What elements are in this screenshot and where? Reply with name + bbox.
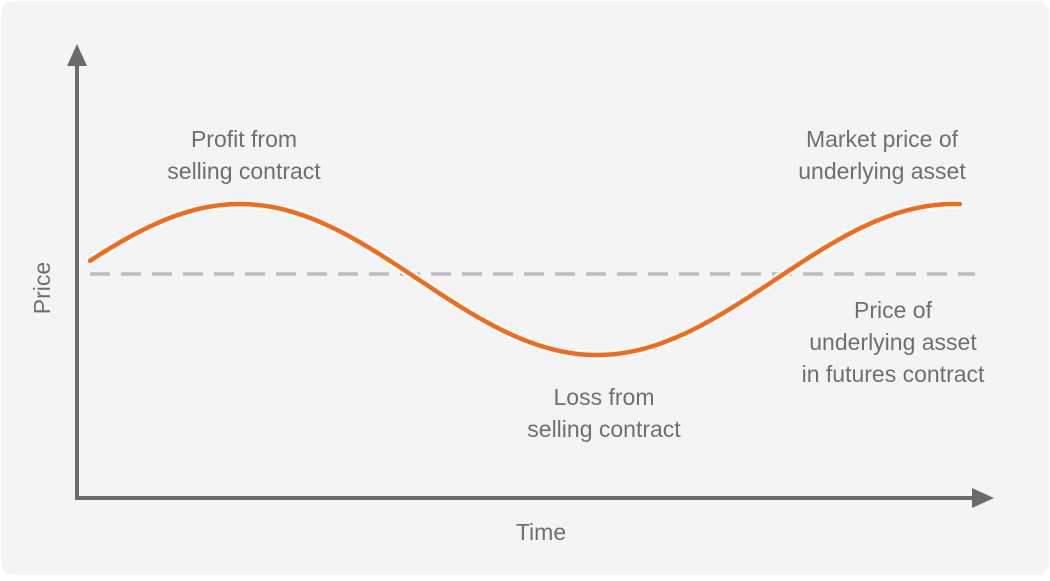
annotation: Market price of xyxy=(806,126,959,152)
y-axis-arrow xyxy=(67,44,87,66)
y-axis-label: Price xyxy=(29,262,55,314)
annotation: underlying asset xyxy=(798,158,966,184)
x-axis-label: Time xyxy=(516,519,566,545)
market-price-curve xyxy=(87,201,963,358)
annotation: underlying asset xyxy=(809,329,977,355)
x-axis-arrow xyxy=(972,488,994,508)
annotation: selling contract xyxy=(167,158,321,184)
annotation: selling contract xyxy=(527,416,681,442)
annotation: in futures contract xyxy=(802,361,985,387)
annotation: Loss from xyxy=(554,384,655,410)
annotation: Profit from xyxy=(191,126,297,152)
annotation: Price of xyxy=(854,297,933,323)
